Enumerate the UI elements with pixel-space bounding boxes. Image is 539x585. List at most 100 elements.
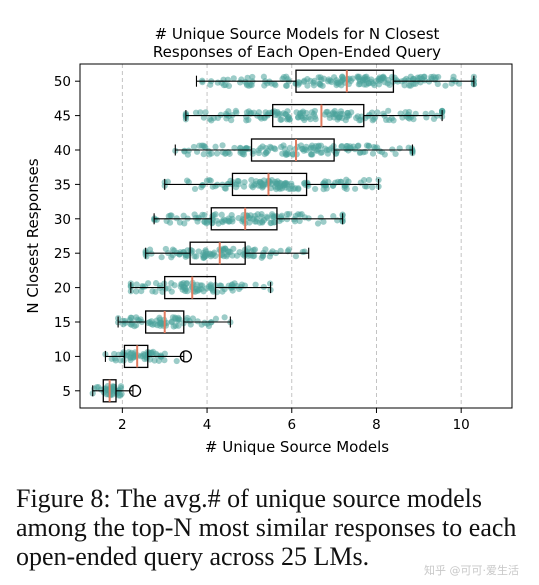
point-n40: [242, 145, 249, 152]
point-n40: [307, 144, 315, 151]
point-n25: [233, 252, 241, 259]
point-n40: [263, 149, 270, 156]
point-n50: [450, 73, 457, 80]
point-n45: [278, 116, 285, 123]
point-n45: [233, 109, 240, 116]
point-n45: [192, 109, 200, 116]
point-n45: [245, 108, 253, 115]
box-n35: [231, 172, 308, 197]
point-n45: [331, 111, 338, 118]
point-n45: [390, 117, 397, 124]
watermark: 知乎 @可可·爱生活: [424, 564, 519, 577]
point-n45: [202, 109, 209, 116]
point-n40: [381, 151, 388, 158]
point-n40: [237, 144, 244, 151]
point-n25: [169, 246, 176, 253]
point-n10: [151, 357, 158, 364]
point-n50: [455, 80, 463, 87]
box-n10: [123, 344, 149, 369]
point-n40: [392, 150, 399, 158]
point-n25: [250, 246, 257, 254]
point-n50: [410, 75, 417, 83]
point-n40: [181, 148, 188, 155]
point-n30: [258, 211, 265, 218]
x-tick-label-10: 10: [453, 417, 470, 433]
point-n45: [336, 114, 343, 121]
point-n40: [271, 145, 278, 152]
point-n30: [270, 214, 277, 221]
point-n35: [295, 186, 302, 193]
point-n10: [120, 349, 127, 356]
point-n50: [432, 74, 439, 81]
box-n45: [272, 103, 365, 128]
point-n45: [366, 111, 373, 118]
point-n45: [286, 116, 293, 123]
point-n50: [225, 82, 233, 90]
point-n15: [168, 319, 175, 326]
point-n15: [133, 322, 140, 329]
point-n35: [352, 185, 359, 192]
point-n40: [338, 143, 345, 150]
point-n35: [312, 185, 319, 193]
point-n30: [286, 210, 293, 218]
point-n50: [371, 82, 378, 89]
point-n40: [287, 144, 294, 151]
point-n30: [180, 212, 187, 219]
y-tick-label-45: 45: [54, 109, 71, 125]
point-n15: [198, 321, 205, 328]
point-n20: [208, 285, 215, 292]
point-n40: [213, 150, 221, 157]
point-n15: [172, 322, 179, 329]
point-n25: [195, 248, 202, 255]
point-n45: [307, 116, 314, 123]
point-n20: [219, 288, 226, 295]
point-n50: [230, 75, 237, 82]
point-n35: [268, 180, 275, 188]
point-n25: [199, 252, 206, 259]
point-n50: [416, 75, 423, 82]
point-n30: [163, 217, 170, 225]
point-n25: [189, 247, 196, 255]
y-axis-label: N Closest Responses: [24, 158, 42, 313]
boxes: [92, 69, 475, 403]
point-n30: [191, 211, 198, 218]
point-n40: [259, 143, 266, 150]
point-n20: [199, 282, 206, 289]
point-n30: [168, 212, 175, 219]
y-tick-label-10: 10: [54, 349, 71, 365]
y-tick-label-40: 40: [54, 143, 71, 159]
figure-caption: Figure 8: The avg.# of unique source mod…: [16, 484, 517, 571]
point-n45: [284, 108, 291, 115]
point-n45: [374, 109, 381, 116]
point-n15: [133, 314, 140, 321]
point-n50: [340, 75, 347, 82]
point-n45: [312, 116, 319, 123]
point-n45: [353, 114, 360, 122]
point-n45: [430, 115, 438, 122]
box-n20: [164, 275, 217, 300]
point-n40: [346, 144, 354, 151]
point-n30: [271, 219, 278, 226]
point-n40: [255, 147, 262, 154]
point-n10: [173, 357, 180, 365]
point-n30: [203, 219, 210, 226]
point-n20: [200, 288, 207, 295]
point-n20: [168, 288, 175, 295]
point-n40: [279, 150, 286, 157]
point-n30: [250, 215, 257, 223]
point-n45: [243, 117, 250, 124]
y-tick-label-35: 35: [54, 177, 71, 193]
point-n35: [206, 177, 213, 184]
point-n30: [320, 218, 327, 225]
point-n25: [277, 247, 284, 254]
point-n35: [241, 179, 248, 186]
point-n10: [161, 350, 168, 357]
point-n45: [385, 107, 392, 114]
point-n15: [156, 314, 163, 321]
point-n30: [208, 219, 216, 227]
point-n45: [295, 114, 302, 121]
point-n45: [299, 109, 306, 117]
point-n35: [258, 180, 265, 187]
point-n10: [138, 353, 145, 360]
point-n50: [317, 81, 324, 89]
